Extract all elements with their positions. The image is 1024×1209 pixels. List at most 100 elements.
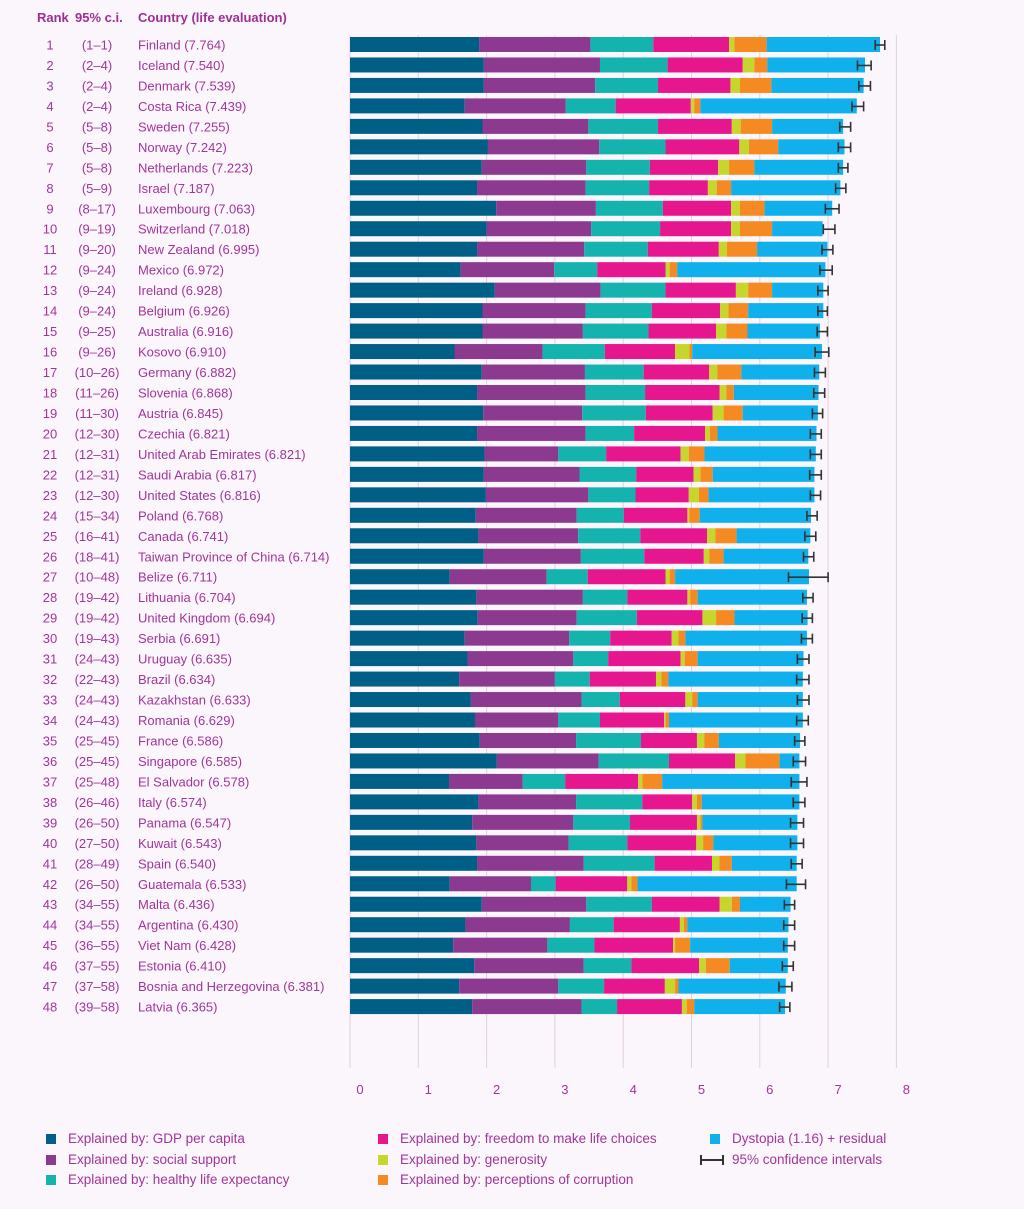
row-rank: 27 (43, 570, 57, 585)
bar-segment-dystopia (739, 896, 791, 912)
row-rank: 22 (43, 467, 57, 482)
row-ci: (11–30) (75, 406, 119, 421)
bar-segment-health (547, 937, 595, 953)
bar-segment-dystopia (687, 917, 789, 933)
bar-segment-corruption (689, 507, 700, 523)
bar-segment-dystopia (772, 221, 823, 237)
bar-segment-gdp (350, 651, 468, 667)
row-country: Denmark (7.539) (138, 78, 236, 93)
bar-segment-corruption (748, 139, 779, 155)
bar-segment-dystopia (668, 671, 803, 687)
bar-segment-generosity (718, 159, 730, 175)
bar-segment-corruption (696, 794, 702, 810)
bar-segment-freedom (636, 466, 694, 482)
row-country: France (6.586) (138, 733, 223, 748)
bar-segment-social (460, 262, 555, 278)
bar-segment-social (477, 425, 586, 441)
bar-segment-generosity (696, 814, 701, 830)
bar-segment-dystopia (699, 507, 812, 523)
bar-segment-generosity (671, 630, 679, 646)
bar-segment-freedom (589, 671, 656, 687)
bar-segment-gdp (350, 425, 478, 441)
bar-segment-social (472, 999, 582, 1015)
bar-segment-health (569, 917, 614, 933)
bar-segment-health (599, 57, 668, 73)
bar-segment-dystopia (668, 712, 803, 728)
bar-segment-dystopia (697, 651, 804, 667)
bar-segment-social (481, 896, 587, 912)
bar-segment-health (588, 118, 659, 134)
bar-segment-health (585, 384, 646, 400)
row-rank: 46 (43, 959, 57, 974)
row-ci: (39–58) (75, 1000, 120, 1015)
bar-segment-generosity (742, 57, 755, 73)
legend-swatch-gdp (46, 1133, 56, 1144)
bar-segment-generosity (716, 323, 727, 339)
bar-segment-generosity (692, 794, 697, 810)
bar-segment-generosity (685, 692, 693, 708)
legend-swatch-freedom (378, 1133, 388, 1144)
bar-segment-dystopia (754, 159, 844, 175)
bar-segment-social (477, 855, 584, 871)
bar-segment-dystopia (717, 425, 817, 441)
bar-segment-generosity (679, 917, 684, 933)
row-country: United States (6.816) (138, 488, 261, 503)
row-ci: (26–46) (75, 795, 120, 810)
bar-segment-freedom (642, 794, 693, 810)
row-rank: 43 (43, 897, 57, 912)
bar-segment-social (477, 610, 577, 626)
bar-segment-social (478, 794, 577, 810)
bar-segment-freedom (653, 37, 730, 52)
row-rank: 32 (43, 672, 57, 687)
bar-segment-gdp (350, 589, 477, 605)
x-tick-label: 1 (425, 1082, 432, 1097)
legend-swatch-generosity (378, 1154, 388, 1165)
bar-segment-corruption (754, 57, 768, 73)
bar-segment-freedom (631, 958, 700, 974)
bar-segment-social (483, 466, 580, 482)
legend-label-corruption: Explained by: perceptions of corruption (400, 1172, 634, 1187)
bar-segment-health (568, 835, 628, 851)
row-country: Slovenia (6.868) (138, 385, 233, 400)
bar-segment-corruption (678, 630, 686, 646)
bar-segment-corruption (689, 344, 693, 360)
bar-segment-freedom (565, 773, 639, 789)
row-ci: (37–55) (75, 959, 120, 974)
legend-label-gdp: Explained by: GDP per capita (68, 1131, 245, 1146)
bar-segment-generosity (675, 344, 690, 360)
bar-segment-generosity (638, 773, 643, 789)
bar-segment-generosity (664, 712, 666, 728)
bar-segment-health (586, 159, 650, 175)
bar-segment-social (481, 159, 587, 175)
bar-segment-generosity (699, 958, 706, 974)
bar-segment-dystopia (779, 753, 800, 769)
row-rank: 11 (43, 242, 57, 257)
bar-segment-freedom (649, 180, 708, 196)
stacked-bar-chart: 0 1 2 3 4 5 6 7 81 (1–1) Finland (7.764)2 (2–4) Icel… (43, 35, 910, 1097)
row-rank: 30 (43, 631, 57, 646)
legend-swatch-social (46, 1154, 56, 1165)
bar-segment-social (479, 732, 577, 748)
bar-segment-gdp (350, 344, 455, 360)
bar-segment-dystopia (767, 57, 865, 73)
row-country: Viet Nam (6.428) (138, 938, 236, 953)
bar-segment-corruption (704, 732, 719, 748)
bar-segment-generosity (707, 528, 716, 544)
bar-segment-corruption (692, 692, 698, 708)
bar-segment-gdp (350, 200, 497, 216)
x-tick-label: 8 (903, 1082, 910, 1097)
bar-segment-generosity (739, 139, 749, 155)
bar-segment-social (496, 200, 596, 216)
bar-segment-social (464, 98, 566, 114)
bar-segment-gdp (350, 37, 480, 52)
legend-ci-icon (700, 1154, 724, 1165)
bar-segment-health (578, 528, 641, 544)
bar-segment-social (472, 814, 574, 830)
row-country: Poland (6.768) (138, 508, 223, 523)
bar-segment-generosity (687, 589, 691, 605)
bar-segment-gdp (350, 364, 482, 380)
bar-segment-freedom (636, 610, 703, 626)
row-country: Argentina (6.430) (138, 918, 238, 933)
row-country: Latvia (6.365) (138, 1000, 218, 1015)
row-rank: 24 (43, 508, 57, 523)
